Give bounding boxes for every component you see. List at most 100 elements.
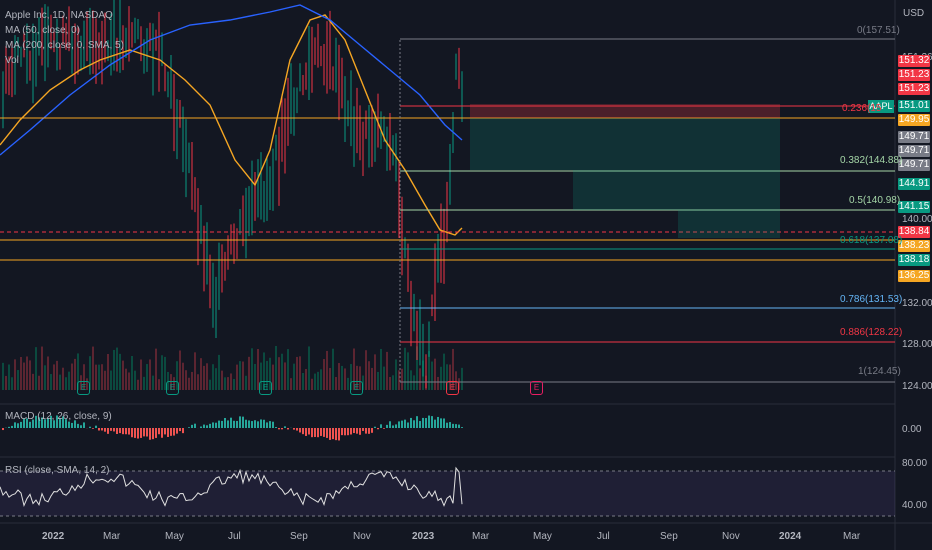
volume-bar	[401, 368, 403, 390]
volume-label[interactable]: Vol	[5, 55, 19, 66]
macd-histogram-bar	[101, 428, 103, 431]
volume-bar	[266, 360, 268, 390]
macd-histogram-bar	[332, 428, 334, 440]
volume-bar	[359, 366, 361, 390]
volume-bar	[197, 374, 199, 390]
macd-histogram-bar	[383, 428, 385, 429]
volume-bar	[218, 354, 220, 390]
volume-bar	[320, 369, 322, 390]
macd-histogram-bar	[59, 418, 61, 428]
volume-bar	[47, 356, 49, 390]
volume-bar	[254, 363, 256, 390]
macd-histogram-bar	[440, 418, 442, 428]
price-tag: 138.23	[898, 240, 930, 252]
earnings-badge-icon[interactable]: E	[350, 381, 363, 395]
macd-histogram-bar	[350, 428, 352, 435]
price-tag: 151.01	[898, 100, 930, 112]
ma200-line	[0, 4, 463, 156]
rsi-tick-40: 40.00	[902, 500, 928, 511]
macd-histogram-bar	[347, 428, 349, 436]
macd-histogram-bar	[269, 421, 271, 428]
macd-histogram-bar	[170, 428, 172, 436]
date-axis-label: May	[533, 531, 552, 542]
symbol-title[interactable]: Apple Inc, 1D, NASDAQ	[5, 10, 113, 21]
volume-bar	[452, 348, 454, 390]
earnings-badge-icon[interactable]: E	[77, 381, 90, 395]
volume-bar	[167, 371, 169, 390]
volume-bar	[140, 359, 142, 390]
volume-bar	[104, 370, 106, 390]
macd-label[interactable]: MACD (12, 26, close, 9)	[5, 411, 112, 422]
earnings-badge-icon[interactable]: E	[166, 381, 179, 395]
macd-histogram-bar	[365, 428, 367, 434]
macd-histogram-bar	[2, 428, 4, 431]
macd-histogram-bar	[398, 421, 400, 428]
price-tag: 151.32	[898, 55, 930, 67]
volume-bar	[215, 368, 217, 390]
volume-bar	[374, 354, 376, 390]
macd-histogram-bar	[248, 420, 250, 428]
volume-bar	[242, 361, 244, 390]
ma200-label[interactable]: MA (200, close, 0, SMA, 5)	[5, 40, 124, 51]
volume-bar	[299, 356, 301, 390]
macd-histogram-bar	[230, 417, 232, 428]
macd-histogram-bar	[134, 428, 136, 438]
volume-bar	[290, 378, 292, 390]
volume-bar	[302, 372, 304, 390]
macd-histogram-bar	[71, 422, 73, 428]
date-axis-label: Sep	[290, 531, 308, 542]
rsi-label[interactable]: RSI (close, SMA, 14, 2)	[5, 465, 110, 476]
volume-bar	[41, 346, 43, 390]
target-zone-2	[573, 118, 678, 210]
macd-histogram-bar	[443, 418, 445, 428]
volume-bar	[146, 364, 148, 390]
macd-histogram-bar	[200, 426, 202, 428]
macd-histogram-bar	[239, 416, 241, 428]
earnings-badge-icon[interactable]: E	[259, 381, 272, 395]
price-tag: 151.23	[898, 69, 930, 81]
date-axis-label: 2024	[779, 531, 802, 542]
volume-bar	[428, 351, 430, 390]
fib-level-label: 1(124.45)	[858, 366, 901, 377]
volume-bar	[416, 346, 418, 390]
macd-histogram-bar	[8, 426, 10, 428]
volume-bar	[314, 373, 316, 390]
fib-level-label: 0(157.51)	[857, 25, 900, 36]
macd-histogram-bar	[182, 428, 184, 434]
date-axis-label: 2023	[412, 531, 435, 542]
macd-histogram-bar	[338, 428, 340, 441]
macd-histogram-bar	[242, 416, 244, 428]
volume-bar	[278, 357, 280, 390]
volume-bar	[221, 370, 223, 390]
volume-bar	[257, 348, 259, 390]
volume-bar	[182, 362, 184, 390]
volume-bar	[2, 362, 4, 390]
volume-bar	[32, 373, 34, 390]
price-tag: 149.71	[898, 145, 930, 157]
volume-bar	[227, 377, 229, 390]
macd-histogram-bar	[263, 419, 265, 428]
macd-histogram-bar	[221, 420, 223, 428]
macd-histogram-bar	[173, 428, 175, 436]
macd-histogram-bar	[98, 428, 100, 431]
earnings-badge-icon[interactable]: E	[530, 381, 543, 395]
date-axis-label: Nov	[353, 531, 371, 542]
volume-bar	[362, 375, 364, 390]
volume-bar	[341, 365, 343, 390]
macd-histogram-bar	[281, 428, 283, 430]
volume-bar	[245, 375, 247, 390]
ma50-label[interactable]: MA (50, close, 0)	[5, 25, 81, 36]
macd-histogram-bar	[188, 427, 190, 428]
volume-bar	[188, 377, 190, 390]
macd-histogram-bar	[125, 428, 127, 435]
earnings-badge-icon[interactable]: E	[446, 381, 459, 395]
macd-histogram-bar	[215, 422, 217, 428]
volume-bar	[212, 364, 214, 390]
macd-histogram-bar	[452, 423, 454, 428]
macd-histogram-bar	[194, 423, 196, 428]
macd-histogram-bar	[389, 421, 391, 428]
macd-histogram-bar	[14, 422, 16, 428]
macd-histogram-bar	[422, 417, 424, 428]
macd-histogram-bar	[392, 425, 394, 428]
